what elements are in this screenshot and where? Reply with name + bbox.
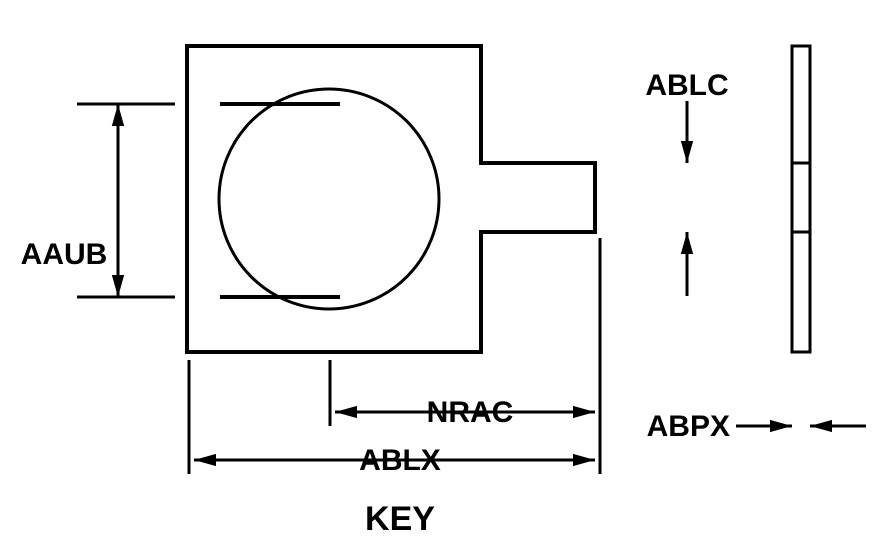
dim-label-ablx: ABLX (359, 444, 441, 477)
technical-drawing: AAUB ABLC NRAC ABLX ABPX KEY (0, 0, 877, 552)
dim-label-abpx: ABPX (647, 410, 730, 443)
dim-label-nrac: NRAC (427, 396, 514, 429)
side-view-outline (792, 46, 810, 352)
bore-circle (219, 89, 439, 309)
figure-title: KEY (365, 500, 435, 538)
dim-label-ablc: ABLC (645, 69, 728, 102)
dim-label-aaub: AAUB (21, 238, 108, 271)
front-view-outline (187, 46, 595, 352)
